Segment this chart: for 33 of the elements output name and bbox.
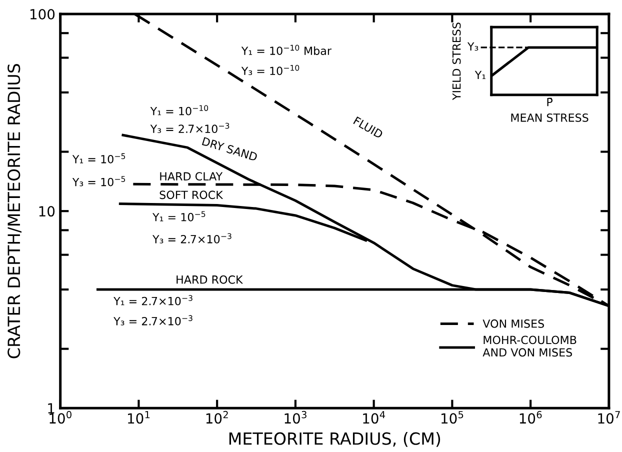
- annotation: Y₁ = 10$^{−10}$: [150, 105, 208, 116]
- annotation: P̄: [547, 98, 553, 106]
- x-tick-label: 10$^{5}$: [441, 411, 464, 424]
- annotation: Y₃ = 2.7×10$^{−3}$: [150, 122, 230, 134]
- x-tick-label: 10$^{6}$: [520, 410, 542, 424]
- y-tick-label: 10: [39, 206, 55, 217]
- annotation: SOFT ROCK: [160, 190, 224, 200]
- x-tick-label: 10$^{4}$: [363, 411, 386, 424]
- annotation: MEAN STRESS: [511, 113, 588, 122]
- y-axis-title: CRATER DEPTH/METEORITE RADIUS: [8, 64, 22, 358]
- x-tick-label: 10$^{1}$: [128, 411, 150, 424]
- annotation: Y₃: [467, 42, 478, 51]
- annotation: HARD ROCK: [176, 275, 244, 284]
- annotation: Y₁ = 10$^{−5}$: [72, 153, 126, 164]
- annotation: Y₃ = 2.7×10$^{−3}$: [114, 315, 192, 326]
- annotation: Y₁ = 10$^{−10}$ Mbar: [241, 44, 332, 55]
- y-tick-label: 100: [30, 8, 55, 20]
- annotation: Y₃ = 2.7×10$^{−3}$: [152, 233, 232, 244]
- x-tick-label: 10$^{2}$: [206, 410, 228, 424]
- annotation: Y₃ = 10$^{−5}$: [72, 176, 126, 186]
- annotation: Y₁ = 10$^{−5}$: [152, 211, 206, 222]
- y-tick-label: 1: [48, 403, 54, 414]
- annotation: HARD CLAY: [160, 172, 223, 181]
- annotation: YIELD STRESS: [452, 22, 461, 100]
- x-tick-label: 10$^{3}$: [284, 410, 306, 424]
- annotation: DRY SAND: [202, 136, 258, 162]
- annotation: Y₁: [474, 70, 486, 80]
- x-axis-title: METEORITE RADIUS, (CM): [229, 432, 440, 447]
- legend-label: VON MISES: [482, 319, 544, 328]
- legend-label: MOHR-COULOMB AND VON MISES: [482, 336, 576, 357]
- annotation: Y₁ = 2.7×10$^{−3}$: [114, 295, 192, 306]
- annotation: Y₃ = 10$^{−10}$: [241, 64, 300, 76]
- x-tick-label: 10$^{7}$: [598, 411, 620, 424]
